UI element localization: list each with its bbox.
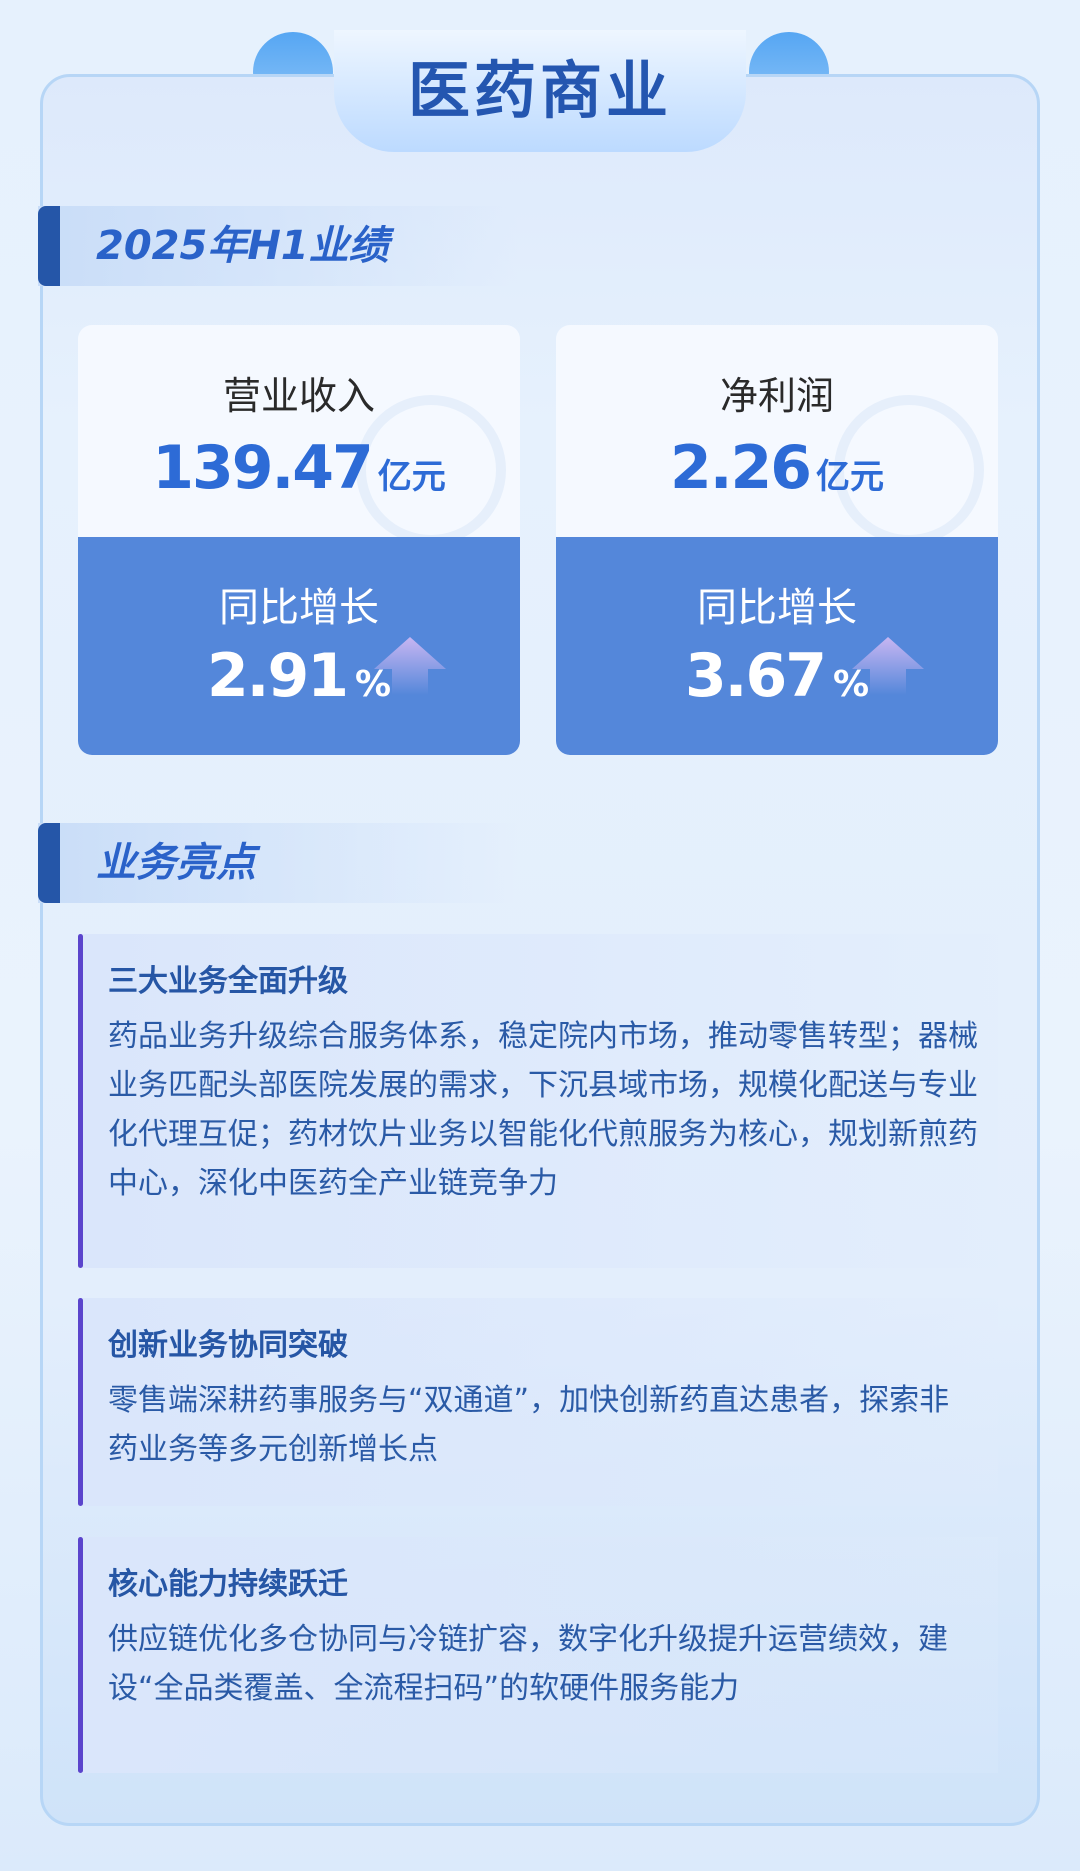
highlight-item: 三大业务全面升级药品业务升级综合服务体系，稳定院内市场，推动零售转型；器械业务匹…: [78, 934, 998, 1268]
metric-card-revenue: 营业收入 139.47 亿元 同比增长 2.91%: [78, 325, 520, 755]
metric-value: 139.47 亿元: [152, 433, 446, 503]
highlight-title: 创新业务协同突破: [108, 1328, 348, 1363]
title-tab: 医药商业: [334, 30, 746, 152]
growth-value: 3.67%: [684, 641, 870, 711]
section-header-performance: 2025年H1业绩: [38, 206, 518, 286]
section-header-highlights: 业务亮点: [38, 823, 518, 903]
highlight-body: 药品业务升级综合服务体系，稳定院内市场，推动零售转型；器械业务匹配头部医院发展的…: [108, 1019, 978, 1201]
highlight-title: 核心能力持续跃迁: [108, 1567, 348, 1602]
page-title: 医药商业: [407, 54, 672, 127]
highlight-body: 供应链优化多仓协同与冷链扩容，数字化升级提升运营绩效，建设“全品类覆盖、全流程扫…: [108, 1622, 948, 1706]
growth-label: 同比增长: [697, 585, 857, 631]
growth-panel: 同比增长 2.91%: [78, 537, 520, 755]
section-title: 业务亮点: [96, 840, 256, 886]
up-arrow-icon: [852, 637, 924, 695]
metric-label: 营业收入: [222, 374, 375, 418]
metric-card-net-profit: 净利润 2.26 亿元 同比增长 3.67%: [556, 325, 998, 755]
metric-value: 2.26 亿元: [669, 433, 885, 503]
metric-label: 净利润: [719, 374, 834, 418]
growth-value: 2.91%: [206, 641, 392, 711]
growth-panel: 同比增长 3.67%: [556, 537, 998, 755]
section-title: 2025年H1业绩: [96, 223, 389, 269]
highlight-body: 零售端深耕药事服务与“双通道”，加快创新药直达患者，探索非药业务等多元创新增长点: [108, 1383, 950, 1467]
highlight-title: 三大业务全面升级: [108, 964, 348, 999]
growth-label: 同比增长: [219, 585, 379, 631]
up-arrow-icon: [374, 637, 446, 695]
highlight-item: 创新业务协同突破零售端深耕药事服务与“双通道”，加快创新药直达患者，探索非药业务…: [78, 1298, 998, 1506]
highlight-item: 核心能力持续跃迁供应链优化多仓协同与冷链扩容，数字化升级提升运营绩效，建设“全品…: [78, 1537, 998, 1773]
